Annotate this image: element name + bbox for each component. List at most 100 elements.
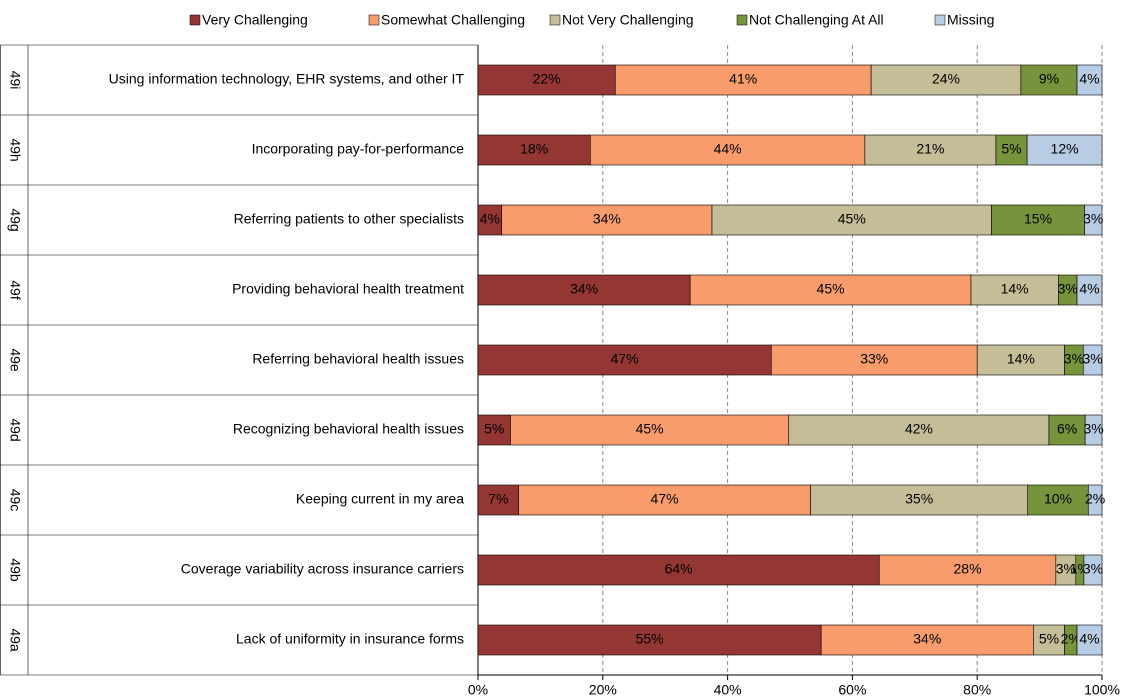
- data-label: 4%: [1079, 631, 1099, 647]
- bar-segment: [1048, 414, 1086, 446]
- bar-segment: [1083, 554, 1103, 586]
- x-tick-label: 60%: [838, 682, 866, 698]
- bar-segment: [689, 274, 972, 306]
- legend-swatch: [736, 14, 748, 26]
- x-tick-label: 80%: [963, 682, 991, 698]
- x-tick-label: 100%: [1084, 682, 1120, 698]
- bar-segment: [820, 624, 1034, 656]
- data-label: 5%: [1001, 141, 1021, 157]
- data-label: 3%: [1056, 561, 1076, 577]
- y-tick-label: Lack of uniformity in insurance forms: [236, 631, 464, 647]
- bar-segment: [1033, 624, 1065, 656]
- bar-segment: [711, 204, 992, 236]
- row-code: 49d: [7, 418, 23, 441]
- x-tick-label: 0%: [468, 682, 488, 698]
- data-label: 4%: [1079, 71, 1099, 87]
- data-label: 12%: [1051, 141, 1079, 157]
- data-label: 28%: [954, 561, 982, 577]
- data-label: 3%: [1083, 561, 1103, 577]
- bar-segment: [1026, 134, 1103, 166]
- y-tick-label: Recognizing behavioral health issues: [233, 421, 464, 437]
- data-label: 21%: [916, 141, 944, 157]
- row-code: 49f: [7, 280, 23, 300]
- data-label: 45%: [636, 421, 664, 437]
- data-label: 35%: [905, 491, 933, 507]
- bar-segment: [1082, 344, 1103, 376]
- data-label: 15%: [1024, 211, 1052, 227]
- data-label: 45%: [838, 211, 866, 227]
- data-label: 3%: [1083, 421, 1103, 437]
- data-label: 18%: [520, 141, 548, 157]
- row-code: 49a: [7, 628, 23, 652]
- bar-segment: [590, 134, 866, 166]
- data-label: 64%: [665, 561, 693, 577]
- data-label: 34%: [570, 281, 598, 297]
- bar-segment: [477, 64, 616, 96]
- bar-segment: [518, 484, 811, 516]
- data-label: 5%: [1039, 631, 1059, 647]
- row-code: 49i: [7, 71, 23, 90]
- bar-segment: [477, 344, 772, 376]
- bar-segment: [1027, 484, 1089, 516]
- bar-segment: [1076, 274, 1103, 306]
- legend-label: Very Challenging: [202, 12, 308, 28]
- legend-label: Not Very Challenging: [562, 12, 694, 28]
- bar-segment: [1076, 624, 1103, 656]
- data-label: 42%: [905, 421, 933, 437]
- legend-swatch: [368, 14, 380, 26]
- y-tick-label: Providing behavioral health treatment: [232, 281, 464, 297]
- bar-segment: [477, 484, 519, 516]
- data-label: 3%: [1083, 211, 1103, 227]
- y-tick-label: Incorporating pay-for-performance: [252, 141, 465, 157]
- data-label: 4%: [1079, 281, 1099, 297]
- bar-segment: [1084, 414, 1103, 446]
- y-tick-label: Referring behavioral health issues: [252, 351, 464, 367]
- y-tick-label: Referring patients to other specialists: [234, 211, 464, 227]
- x-tick-label: 20%: [589, 682, 617, 698]
- legend-label: Not Challenging At All: [749, 12, 884, 28]
- bar-segment: [970, 274, 1059, 306]
- data-label: 34%: [913, 631, 941, 647]
- bar-segment: [510, 414, 790, 446]
- data-label: 4%: [480, 211, 500, 227]
- data-label: 3%: [1058, 281, 1078, 297]
- bar-segment: [995, 134, 1028, 166]
- data-label: 5%: [484, 421, 504, 437]
- bar-segment: [976, 344, 1065, 376]
- data-label: 2%: [1085, 491, 1105, 507]
- data-label: 45%: [817, 281, 845, 297]
- bar-segment: [477, 414, 511, 446]
- legend-swatch: [934, 14, 946, 26]
- legend-label: Somewhat Challenging: [381, 12, 525, 28]
- bar-segment: [501, 204, 713, 236]
- legend-swatch: [189, 14, 201, 26]
- bar-segment: [614, 64, 872, 96]
- bar-segment: [477, 274, 691, 306]
- bar-segment: [770, 344, 978, 376]
- x-tick-label: 40%: [714, 682, 742, 698]
- data-label: 22%: [533, 71, 561, 87]
- data-label: 24%: [932, 71, 960, 87]
- data-label: 14%: [1007, 351, 1035, 367]
- data-label: 41%: [729, 71, 757, 87]
- bar-segment: [1087, 484, 1103, 516]
- row-code: 49g: [7, 208, 23, 231]
- y-tick-label: Using information technology, EHR system…: [109, 71, 465, 87]
- bar-segment: [477, 134, 591, 166]
- bar-segment: [1084, 204, 1103, 236]
- data-label: 47%: [651, 491, 679, 507]
- data-label: 14%: [1001, 281, 1029, 297]
- bar-segment: [864, 134, 997, 166]
- legend-swatch: [549, 14, 561, 26]
- bar-segment: [1020, 64, 1078, 96]
- bar-segment: [878, 554, 1057, 586]
- row-code: 49h: [7, 138, 23, 161]
- data-label: 33%: [860, 351, 888, 367]
- bar-segment: [810, 484, 1029, 516]
- bar-segment: [870, 64, 1022, 96]
- data-label: 34%: [593, 211, 621, 227]
- y-tick-label: Keeping current in my area: [296, 491, 464, 507]
- y-tick-label: Coverage variability across insurance ca…: [181, 561, 464, 577]
- row-code: 49b: [7, 558, 23, 582]
